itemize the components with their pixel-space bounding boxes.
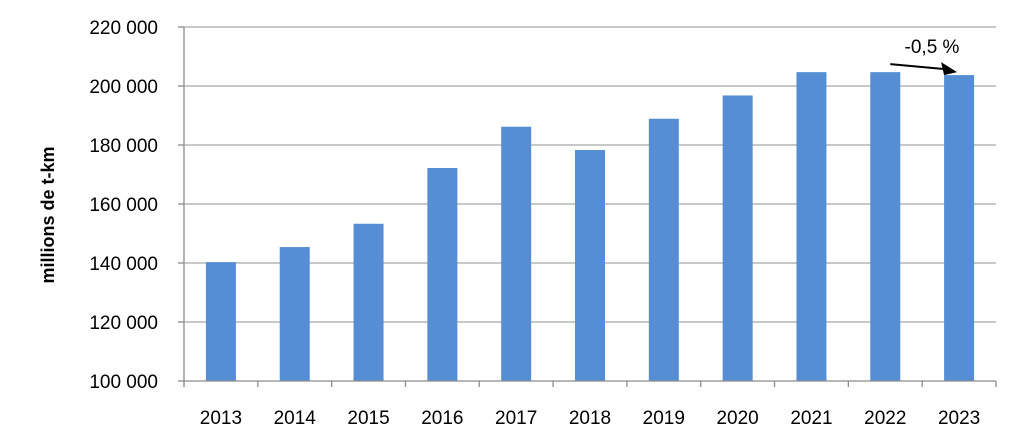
change-annotation: -0,5 % bbox=[890, 37, 960, 76]
bar-2017 bbox=[501, 126, 532, 382]
y-tick-label: 120 000 bbox=[89, 313, 158, 334]
y-tick-labels: 100 000 120 000 140 000 160 000 180 000 200 0… bbox=[89, 18, 158, 393]
bar-2014 bbox=[279, 247, 310, 381]
annotation-arrow-line bbox=[890, 63, 946, 71]
annotation-arrowhead bbox=[941, 62, 958, 76]
bar-2016 bbox=[427, 168, 458, 381]
x-tick-label: 2013 bbox=[200, 408, 242, 429]
x-tick-label: 2017 bbox=[495, 408, 537, 429]
x-tick-labels: 2013 2014 2015 2016 2017 2018 2019 2020 2021 2022… bbox=[200, 408, 980, 429]
x-tick-label: 2018 bbox=[569, 408, 611, 429]
bar-2023 bbox=[944, 75, 975, 382]
y-tick-label: 180 000 bbox=[89, 136, 158, 157]
y-tick-label: 140 000 bbox=[89, 254, 158, 275]
bars bbox=[205, 72, 975, 382]
x-tick-label: 2023 bbox=[938, 408, 980, 429]
y-axis-label: millions de t-km bbox=[38, 146, 58, 283]
annotation-label: -0,5 % bbox=[905, 37, 960, 58]
bar-2021 bbox=[796, 72, 827, 381]
x-tick-label: 2022 bbox=[864, 408, 906, 429]
x-tick-label: 2016 bbox=[421, 408, 463, 429]
y-tick-label: 160 000 bbox=[89, 195, 158, 216]
x-tick-label: 2021 bbox=[790, 408, 832, 429]
x-tick-label: 2014 bbox=[274, 408, 317, 429]
bar-2022 bbox=[870, 72, 901, 381]
bar-2013 bbox=[205, 262, 236, 381]
x-tick-label: 2019 bbox=[643, 408, 685, 429]
bar-2018 bbox=[575, 150, 605, 381]
x-tick-label: 2020 bbox=[716, 408, 758, 429]
axes bbox=[178, 26, 997, 387]
bar-2020 bbox=[722, 95, 753, 381]
y-tick-label: 220 000 bbox=[89, 18, 158, 39]
bar-2015 bbox=[353, 223, 384, 381]
bar-2019 bbox=[648, 118, 679, 382]
y-tick-label: 100 000 bbox=[89, 372, 158, 393]
x-tick-label: 2015 bbox=[347, 408, 389, 429]
y-tick-label: 200 000 bbox=[89, 77, 158, 98]
